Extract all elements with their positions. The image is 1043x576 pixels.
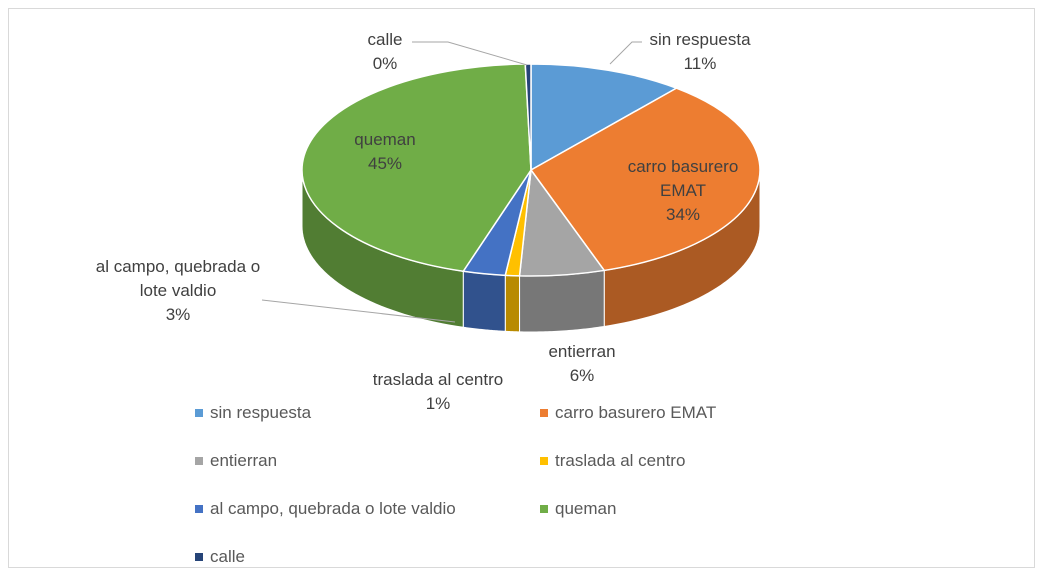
legend-label: al campo, quebrada o lote valdio (210, 499, 456, 518)
data-label: al campo, quebrada o lote valdio 3% (93, 255, 263, 327)
data-label-value: 34% (665, 205, 701, 224)
legend-swatch (540, 409, 548, 417)
data-label: traslada al centro 1% (338, 368, 538, 416)
leader-line (412, 41, 528, 66)
leader-line (261, 299, 456, 323)
legend-label: sin respuesta (210, 403, 312, 422)
legend-label: traslada al centro (555, 451, 686, 470)
data-label-value: 45% (367, 154, 403, 173)
data-label: queman 45% (325, 128, 445, 176)
data-label: calle 0% (335, 28, 435, 76)
legend-item: sin respuesta (195, 401, 311, 425)
pie-tops (301, 63, 761, 277)
data-label-name: al campo, quebrada o lote valdio (95, 257, 261, 300)
legend-item: calle (195, 545, 245, 569)
legend-label: calle (210, 547, 245, 566)
legend-swatch (195, 553, 203, 561)
data-label: sin respuesta 11% (600, 28, 800, 76)
legend-swatch (540, 457, 548, 465)
data-label-name: traslada al centro (372, 370, 504, 389)
legend-item: queman (540, 497, 616, 521)
pie-slice (301, 63, 532, 273)
leader-line (609, 41, 642, 65)
data-label-value: 0% (372, 54, 398, 73)
pie-slice (529, 87, 761, 272)
data-label-value: 3% (165, 305, 191, 324)
data-label-name: queman (354, 130, 416, 149)
legend-label: queman (555, 499, 617, 518)
pie-slice-side (462, 270, 506, 332)
data-label-name: entierran (548, 342, 616, 361)
data-label: carro basurero EMAT 34% (613, 155, 753, 227)
data-label-name: calle (367, 30, 403, 49)
legend-item: traslada al centro (540, 449, 685, 473)
pie-slice (530, 63, 679, 172)
data-label-value: 6% (569, 366, 595, 385)
data-label-value: 11% (683, 54, 717, 73)
legend-swatch (195, 409, 203, 417)
legend-item: al campo, quebrada o lote valdio (195, 497, 456, 521)
pie-slice-side (504, 274, 521, 333)
data-label-value: 1% (425, 394, 451, 413)
legend-swatch (195, 457, 203, 465)
legend-swatch (195, 505, 203, 513)
legend-label: carro basurero EMAT (555, 403, 717, 422)
data-label-name: carro basurero EMAT (627, 157, 739, 200)
legend-item: carro basurero EMAT (540, 401, 716, 425)
data-label-name: sin respuesta (649, 30, 751, 49)
pie-slice-side (519, 269, 605, 333)
legend-label: entierran (210, 451, 278, 470)
data-label: entierran 6% (522, 340, 642, 388)
legend-item: entierran (195, 449, 277, 473)
legend-swatch (540, 505, 548, 513)
chart-frame (8, 8, 1035, 568)
